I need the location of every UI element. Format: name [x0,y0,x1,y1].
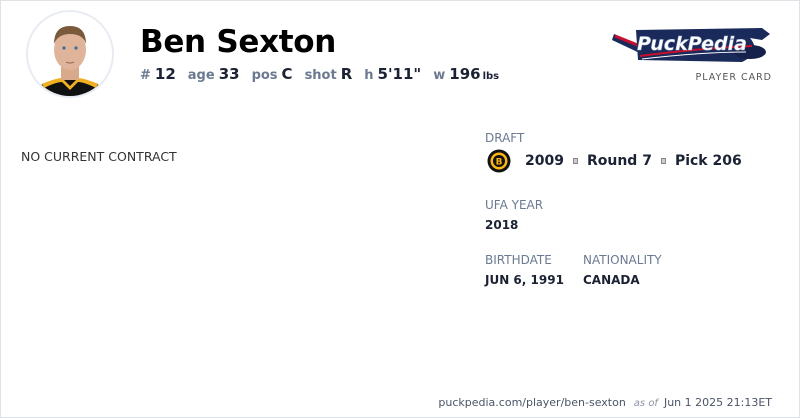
draft-round: Round 7 [586,153,652,169]
player-url[interactable]: puckpedia.com/player/ben-sexton [438,396,626,409]
height-label: h [364,68,374,83]
player-card-label: PLAYER CARD [695,72,772,83]
nationality-value: CANADA [583,273,640,287]
player-stats: #12 age 33 pos C shot R h 5'11" w 196 lbs [140,65,499,83]
weight-unit: lbs [482,71,500,82]
separator-icon [572,158,578,164]
birthdate-value: JUN 6, 1991 [485,273,564,287]
contract-status: NO CURRENT CONTRACT [21,149,177,164]
draft-info: B 2009 Round 7 Pick 206 [487,149,742,173]
pos-label: pos [251,68,278,83]
weight-label: w [433,68,446,83]
as-of-label: as of [633,398,658,409]
shot-label: shot [304,68,337,83]
player-name: Ben Sexton [140,24,337,60]
draft-year: 2009 [525,153,564,169]
shot-value: R [340,65,353,83]
number-label: # [140,68,151,83]
draft-pick: Pick 206 [674,153,742,169]
player-avatar [26,10,114,98]
number-value: 12 [154,65,176,83]
weight-value: 196 [449,65,481,83]
pos-value: C [281,65,293,83]
separator-icon [660,158,666,164]
boston-bruins-icon: B [487,149,511,173]
timestamp: Jun 1 2025 21:13ET [663,396,772,409]
svg-text:B: B [496,158,503,168]
footer: puckpedia.com/player/ben-sexton as of Jun … [438,396,772,409]
birthdate-label: BIRTHDATE [485,253,552,267]
ufa-year-value: 2018 [485,218,519,232]
logo-text: PuckPedia [637,33,747,55]
age-value: 33 [218,65,240,83]
height-value: 5'11" [377,65,422,83]
nationality-label: NATIONALITY [583,253,662,267]
draft-label: DRAFT [485,131,525,145]
puckpedia-logo[interactable]: PuckPedia [612,22,774,68]
age-label: age [187,68,215,83]
ufa-year-label: UFA YEAR [485,198,544,212]
